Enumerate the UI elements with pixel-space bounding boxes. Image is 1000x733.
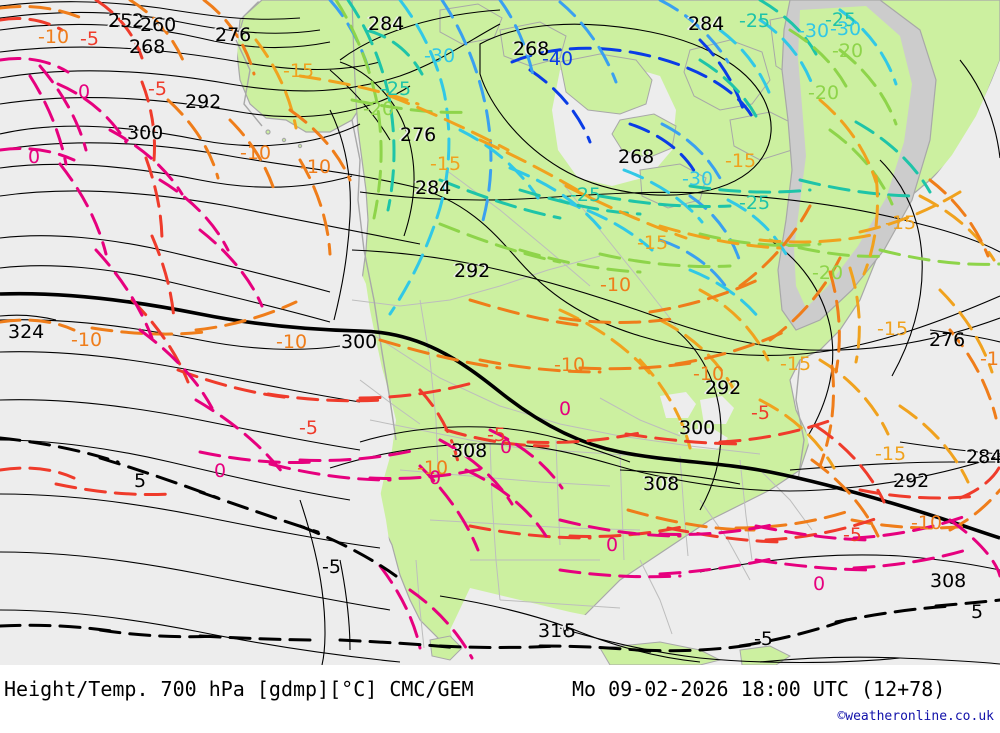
temperature-label: -15 (283, 60, 315, 82)
height-label: 316 (836, 662, 872, 665)
temperature-label: -25 (380, 78, 412, 100)
height-label: 284 (415, 177, 452, 199)
temperature-label: -10 (240, 142, 272, 164)
isotherm-5 (0, 436, 1000, 654)
height-label: 268 (129, 36, 166, 58)
height-label: 300 (341, 331, 378, 353)
temperature-label: -5 (754, 628, 773, 650)
temperature-label: -30 (798, 20, 830, 42)
height-label: 292 (893, 470, 930, 492)
temperature-label: 0 (429, 467, 442, 489)
temperature-label: -20 (363, 98, 395, 120)
temperature-label: -10 (417, 457, 449, 479)
temperature-label: -25 (825, 9, 857, 31)
temperature-label: 5 (564, 620, 577, 642)
isotherm--10 (0, 0, 1000, 538)
temperature-label: 0 (606, 534, 619, 556)
height-label: 308 (930, 570, 967, 592)
temperature-label: -15 (780, 353, 812, 375)
height-label: 260 (140, 14, 177, 36)
temperature-label: -25 (570, 184, 602, 206)
temperature-label: -10 (300, 156, 332, 178)
height-label: 276 (400, 124, 437, 146)
temperature-label: -5 (843, 524, 862, 546)
temperature-label: -10 (693, 363, 725, 385)
temperature-label: 0 (813, 573, 826, 595)
temperature-label: -40 (542, 48, 574, 70)
height-contour-layer (0, 1, 1000, 665)
temperature-label: -5 (751, 402, 770, 424)
height-label: 292 (454, 260, 491, 282)
temperature-label: -10 (554, 354, 586, 376)
temperature-label: -15 (885, 212, 917, 234)
isotherm--30 (388, 0, 898, 324)
temperature-label: -30 (682, 168, 714, 190)
footer-credit[interactable]: ©weatheronline.co.uk (837, 709, 994, 724)
temperature-label: -15 (430, 153, 462, 175)
height-label: 316 (538, 620, 575, 642)
temperature-label: -5 (80, 28, 99, 50)
temperature-label: 0 (214, 460, 227, 482)
temperature-label: -15 (877, 318, 909, 340)
height-label: 284 (368, 13, 405, 35)
temperature-label: -10 (911, 512, 943, 534)
temperature-label: -10 (600, 274, 632, 296)
height-label: 308 (451, 440, 488, 462)
map-footer: Height/Temp. 700 hPa [gdmp][°C] CMC/GEM … (0, 665, 1000, 733)
isotherm-0 (0, 57, 1000, 660)
temperature-label: -30 (424, 45, 456, 67)
temperature-label: -20 (808, 82, 840, 104)
height-label: 284 (966, 446, 1000, 468)
temperature-label: -15 (725, 150, 757, 172)
height-label: 308 (643, 473, 680, 495)
height-label: 324 (8, 321, 45, 343)
height-label: 252 (108, 10, 145, 32)
temperature-label: -5 (487, 424, 506, 446)
height-label: 276 (215, 24, 252, 46)
temperature-label: 5 (971, 601, 984, 623)
height-label: 292 (185, 91, 222, 113)
height-label: 268 (618, 146, 655, 168)
footer-title: Height/Temp. 700 hPa [gdmp][°C] CMC/GEM (4, 677, 474, 701)
height-label: 292 (705, 377, 742, 399)
height-label: 300 (127, 122, 164, 144)
map-svg[interactable] (0, 0, 1000, 665)
height-label: 300 (679, 417, 716, 439)
temperature-label: -30 (830, 18, 862, 40)
temperature-label: -20 (832, 40, 864, 62)
temperature-label: 0 (78, 81, 91, 103)
temperature-label: -25 (739, 10, 771, 32)
temperature-label: 0 (28, 146, 41, 168)
temperature-label: -5 (299, 417, 318, 439)
height-label: 284 (688, 13, 725, 35)
temperature-label: -15 (875, 443, 907, 465)
isotherm--40 (510, 38, 756, 176)
temperature-label: 5 (134, 470, 147, 492)
temperature-label: -10 (276, 331, 308, 353)
temperature-label: 0 (559, 398, 572, 420)
temperature-label: 0 (500, 436, 513, 458)
temperature-label: -10 (71, 329, 103, 351)
temperature-label: -10 (38, 26, 70, 48)
temperature-label: -20 (812, 262, 844, 284)
isotherm--5 (0, 0, 1000, 544)
temperature-label: -5 (322, 556, 341, 578)
map-canvas[interactable]: 252 260 268 276 284 268 276 268 284 284 292 300 292 3… (0, 0, 1000, 665)
height-label: 268 (513, 38, 550, 60)
temperature-label: -5 (148, 78, 167, 100)
footer-datetime: Mo 09-02-2026 18:00 UTC (12+78) (572, 677, 946, 701)
temperature-label: -10 (980, 348, 1000, 370)
temperature-label: -25 (739, 192, 771, 214)
temperature-label: -15 (637, 232, 669, 254)
height-label: 276 (929, 329, 966, 351)
isotherm--20 (334, 0, 1000, 274)
